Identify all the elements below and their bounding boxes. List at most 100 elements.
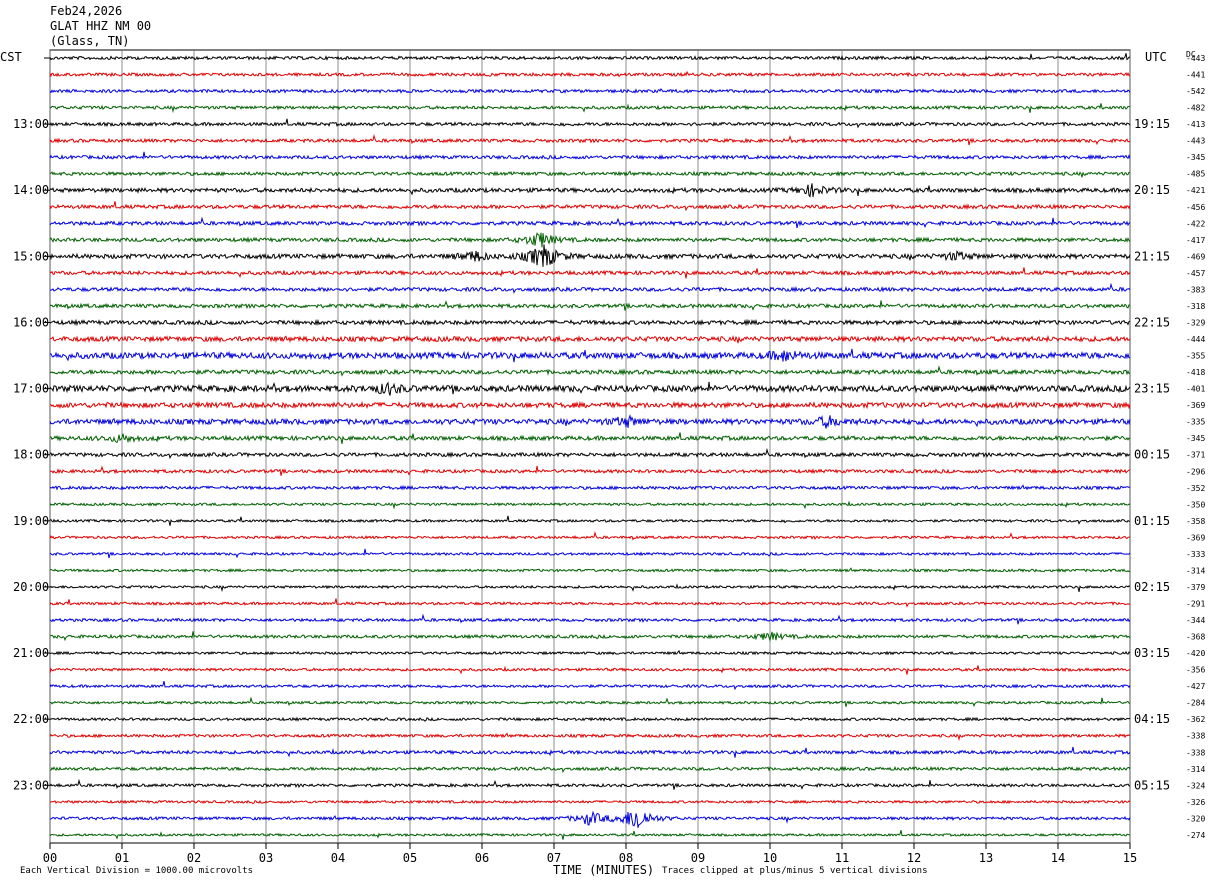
dc-offset-label: -344 xyxy=(1186,616,1205,625)
dc-offset-label: -338 xyxy=(1186,732,1205,741)
dc-offset-label: -427 xyxy=(1186,682,1205,691)
x-tick-label: 05 xyxy=(403,851,417,865)
dc-offset-label: -422 xyxy=(1186,219,1205,228)
dc-offset-label: -383 xyxy=(1186,285,1205,294)
left-hour-label: 17:00 xyxy=(13,382,49,396)
x-tick-label: 04 xyxy=(331,851,345,865)
left-hour-label: 14:00 xyxy=(13,183,49,197)
right-hour-label: 23:15 xyxy=(1134,382,1170,396)
station-location: (Glass, TN) xyxy=(50,34,130,48)
seismic-trace xyxy=(49,134,1131,146)
x-tick-label: 07 xyxy=(547,851,561,865)
seismic-trace xyxy=(49,799,1131,805)
seismic-trace xyxy=(49,583,1131,593)
x-tick-label: 14 xyxy=(1051,851,1065,865)
dc-offset-label: -338 xyxy=(1186,748,1205,757)
seismic-trace xyxy=(49,765,1131,773)
seismic-trace xyxy=(50,334,1131,344)
dc-offset-label: -320 xyxy=(1186,814,1205,823)
x-tick-label: 13 xyxy=(979,851,993,865)
seismic-trace xyxy=(49,267,1131,279)
dc-offset-label: -401 xyxy=(1186,385,1205,394)
left-hour-label: 23:00 xyxy=(13,778,49,792)
dc-offset-label: -326 xyxy=(1186,798,1205,807)
seismic-trace xyxy=(49,232,1131,248)
x-axis-title: TIME (MINUTES) xyxy=(553,863,655,877)
dc-offset-label: -356 xyxy=(1186,666,1205,675)
x-tick-label: 10 xyxy=(763,851,777,865)
seismic-trace xyxy=(49,103,1130,114)
dc-offset-label: -291 xyxy=(1186,599,1205,608)
x-tick-label: 06 xyxy=(475,851,489,865)
x-tick-label: 15 xyxy=(1123,851,1137,865)
left-hour-label: 22:00 xyxy=(13,712,49,726)
dc-offset-label: -333 xyxy=(1186,550,1205,559)
seismic-trace xyxy=(49,381,1131,396)
dc-offset-label: -352 xyxy=(1186,484,1205,493)
dc-offset-label: -421 xyxy=(1186,186,1205,195)
dc-offset-label: -314 xyxy=(1186,765,1205,774)
dc-offset-label: -457 xyxy=(1186,269,1205,278)
seismic-trace xyxy=(49,567,1131,573)
seismic-trace xyxy=(49,118,1131,129)
station-channel: GLAT HHZ NM 00 xyxy=(50,19,152,33)
dc-offset-label: -485 xyxy=(1186,170,1205,179)
dc-offset-label: -296 xyxy=(1186,467,1205,476)
left-hour-label: 21:00 xyxy=(13,646,49,660)
seismic-trace xyxy=(50,432,1131,444)
dc-offset-label: -368 xyxy=(1186,633,1205,642)
right-hour-label: 22:15 xyxy=(1134,315,1170,329)
dc-offset-label: -358 xyxy=(1186,517,1205,526)
seismic-trace xyxy=(49,447,1131,460)
seismic-trace xyxy=(49,548,1131,559)
right-hour-label: 02:15 xyxy=(1134,580,1170,594)
left-timezone-label: CST xyxy=(0,50,22,64)
dc-offset-label: -444 xyxy=(1186,335,1205,344)
clip-note: Traces clipped at plus/minus 5 vertical … xyxy=(662,866,928,876)
right-hour-label: 20:15 xyxy=(1134,183,1170,197)
seismic-trace xyxy=(49,400,1131,410)
x-tick-label: 11 xyxy=(835,851,849,865)
seismic-trace xyxy=(49,515,1131,526)
dc-offset-label: -482 xyxy=(1186,104,1205,113)
dc-column-label: DC xyxy=(1186,50,1196,59)
dc-offset-label: -418 xyxy=(1186,368,1205,377)
seismic-trace xyxy=(49,244,1131,267)
dc-offset-label: -329 xyxy=(1186,318,1205,327)
seismic-trace xyxy=(49,348,1131,363)
right-hour-label: 00:15 xyxy=(1134,448,1170,462)
seismic-trace xyxy=(49,696,1131,707)
dc-offset-label: -324 xyxy=(1186,781,1205,790)
seismic-trace xyxy=(49,665,1131,675)
left-hour-label: 15:00 xyxy=(13,249,49,263)
seismic-trace xyxy=(49,810,1131,828)
seismic-trace xyxy=(49,201,1131,212)
dc-offset-label: -369 xyxy=(1186,533,1205,542)
dc-offset-label: -443 xyxy=(1186,137,1205,146)
seismic-trace xyxy=(50,631,1131,643)
dc-offset-label: -441 xyxy=(1186,71,1205,80)
seismic-trace xyxy=(49,531,1130,541)
dc-offset-label: -369 xyxy=(1186,401,1205,410)
dc-offset-label: -355 xyxy=(1186,352,1205,361)
seismic-trace xyxy=(50,465,1131,476)
seismic-trace xyxy=(49,484,1131,491)
scale-note: Each Vertical Division = 1000.00 microvo… xyxy=(20,866,253,876)
seismic-trace xyxy=(49,500,1131,510)
dc-offset-label: -371 xyxy=(1186,451,1205,460)
left-hour-label: 19:00 xyxy=(13,514,49,528)
dc-offset-label: -274 xyxy=(1186,831,1205,840)
dc-offset-label: -469 xyxy=(1186,252,1205,261)
seismic-trace xyxy=(49,598,1131,608)
dc-offset-label: -314 xyxy=(1186,566,1205,575)
dc-offset-label: -345 xyxy=(1186,434,1205,443)
seismic-trace xyxy=(49,282,1131,294)
seismic-trace xyxy=(49,216,1131,229)
x-tick-label: 09 xyxy=(691,851,705,865)
x-tick-label: 02 xyxy=(187,851,201,865)
seismic-trace xyxy=(49,70,1131,78)
seismic-trace xyxy=(49,716,1131,722)
dc-offset-label: -362 xyxy=(1186,715,1205,724)
dc-offset-label: -456 xyxy=(1186,203,1205,212)
